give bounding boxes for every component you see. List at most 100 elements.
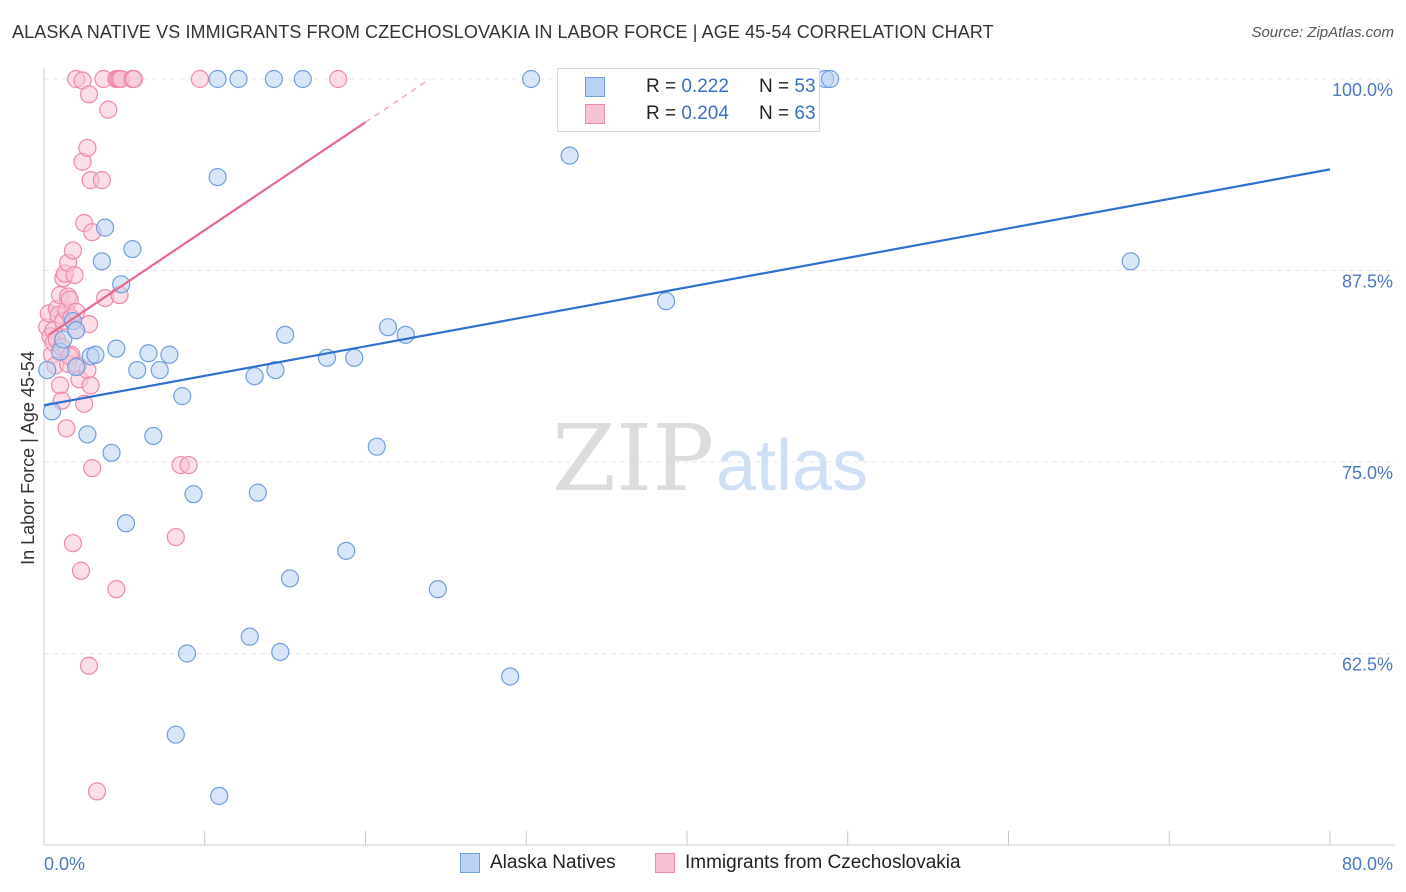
chart-title: ALASKA NATIVE VS IMMIGRANTS FROM CZECHOS… [12, 22, 994, 42]
series-alaska-points [38, 69, 1140, 806]
point-czechoslovakia [63, 534, 83, 553]
point-alaska-natives [184, 485, 203, 504]
legend-swatch-blue [460, 853, 480, 873]
point-czechoslovakia [107, 580, 126, 599]
point-czechoslovakia [179, 455, 198, 475]
point-alaska-natives [208, 167, 227, 187]
point-czechoslovakia [57, 419, 76, 438]
point-alaska-natives [144, 426, 163, 446]
point-alaska-natives [78, 425, 97, 444]
legend-label-alaska-natives: Alaska Natives [490, 852, 616, 873]
point-czechoslovakia [92, 171, 111, 190]
point-czechoslovakia [166, 527, 185, 547]
point-alaska-natives [67, 321, 86, 340]
point-alaska-natives [150, 360, 169, 380]
point-alaska-natives [208, 69, 227, 89]
point-alaska-natives [820, 69, 840, 89]
point-alaska-natives [166, 725, 185, 744]
point-alaska-natives [280, 569, 300, 588]
point-alaska-natives [95, 218, 115, 237]
axes [43, 68, 1395, 846]
point-alaska-natives [378, 318, 398, 337]
point-alaska-natives [428, 580, 447, 599]
series-legend: Alaska Natives Immigrants from Czechoslo… [0, 852, 1406, 878]
legend-item-alaska-natives: Alaska Natives [460, 852, 616, 874]
point-alaska-natives [38, 360, 57, 380]
point-alaska-natives [107, 339, 126, 358]
y-tick-label: 75.0% [1342, 463, 1393, 483]
legend-r-value: 0.222 [681, 76, 729, 97]
point-czechoslovakia [99, 100, 118, 119]
legend-swatch-pink [585, 104, 605, 124]
legend-r-value: 0.204 [681, 103, 729, 124]
point-alaska-natives [92, 252, 111, 271]
point-czechoslovakia [329, 69, 348, 89]
point-czechoslovakia [79, 656, 99, 675]
point-alaska-natives [54, 330, 73, 349]
point-alaska-natives [276, 325, 295, 344]
point-alaska-natives [160, 345, 179, 364]
point-alaska-natives [139, 344, 158, 363]
point-czechoslovakia [87, 782, 107, 801]
point-alaska-natives [210, 786, 229, 806]
point-czechoslovakia [79, 85, 99, 104]
point-alaska-natives [345, 348, 364, 367]
point-alaska-natives [173, 387, 192, 406]
point-alaska-natives [229, 69, 248, 89]
point-alaska-natives [337, 541, 356, 560]
point-alaska-natives [248, 483, 267, 502]
y-tick-label: 62.5% [1342, 655, 1393, 675]
legend-swatch-pink [655, 853, 675, 873]
point-alaska-natives [128, 360, 147, 380]
point-alaska-natives [177, 644, 197, 663]
trend-lines [43, 78, 1331, 407]
trendline-czechoslovakia-extension [365, 78, 431, 123]
y-axis-label: In Labor Force | Age 45-54 [18, 351, 38, 565]
point-alaska-natives [271, 642, 290, 662]
watermark-atlas: atlas [716, 426, 868, 506]
x-tick-label: 0.0% [44, 854, 85, 874]
legend-n-value: 53 [794, 76, 816, 97]
point-alaska-natives [521, 69, 541, 89]
point-alaska-natives [240, 627, 259, 646]
point-czechoslovakia [83, 459, 102, 478]
point-alaska-natives [264, 69, 283, 89]
point-alaska-natives [367, 437, 386, 456]
watermark: ZIP atlas [552, 405, 868, 512]
point-alaska-natives [67, 357, 86, 377]
stats-legend: R = 0.222 N = 53 R = 0.204 N = 63 [557, 68, 820, 132]
watermark-zip: ZIP [552, 405, 714, 512]
legend-n-label: N = [759, 103, 795, 124]
legend-r-label: R = [646, 103, 682, 124]
legend-n-label: N = [759, 76, 795, 97]
grid-lines [44, 78, 1395, 654]
point-czechoslovakia [81, 376, 100, 395]
point-alaska-natives [266, 360, 285, 380]
point-czechoslovakia [190, 69, 210, 89]
point-czechoslovakia [65, 265, 84, 285]
tick-labels: 62.5% 75.0% 87.5% 100.0% 0.0% 80.0% [44, 80, 1393, 874]
point-czechoslovakia [71, 561, 91, 580]
legend-item-czechoslovakia: Immigrants from Czechoslovakia [655, 852, 961, 874]
point-alaska-natives [293, 69, 312, 89]
point-czechoslovakia [50, 376, 70, 395]
legend-label-czechoslovakia: Immigrants from Czechoslovakia [685, 852, 961, 873]
point-alaska-natives [245, 367, 264, 386]
trendline-czechoslovakia [48, 121, 367, 336]
trendline-alaska [43, 168, 1331, 407]
point-alaska-natives [560, 146, 579, 165]
source-label: Source: ZipAtlas.com [1251, 24, 1394, 41]
point-alaska-natives [501, 667, 520, 686]
point-alaska-natives [1121, 252, 1140, 271]
x-tick-label: 80.0% [1342, 854, 1393, 874]
point-alaska-natives [86, 345, 105, 364]
legend-swatch-blue [585, 77, 605, 97]
point-czechoslovakia [124, 69, 144, 89]
point-czechoslovakia [63, 241, 83, 260]
point-alaska-natives [657, 292, 676, 311]
point-alaska-natives [123, 239, 142, 259]
point-alaska-natives [102, 443, 121, 462]
point-czechoslovakia [78, 138, 97, 158]
point-alaska-natives [116, 514, 136, 533]
